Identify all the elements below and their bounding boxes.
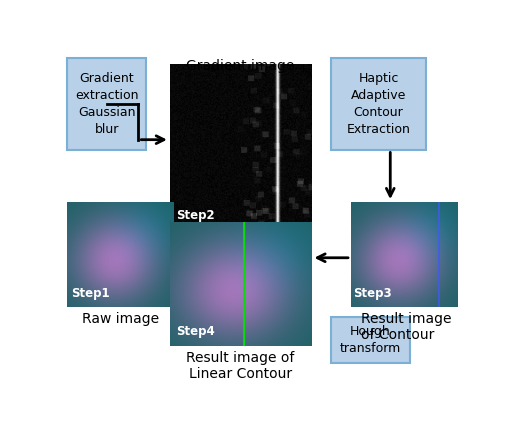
Text: Step2: Step2 <box>176 209 214 222</box>
Text: Gradient
extraction
Gaussian
blur: Gradient extraction Gaussian blur <box>75 72 139 135</box>
Text: Result image of
Linear Contour: Result image of Linear Contour <box>186 351 295 381</box>
Text: Hough
transform: Hough transform <box>340 325 401 355</box>
Text: Haptic
Adaptive
Contour
Extraction: Haptic Adaptive Contour Extraction <box>346 72 410 135</box>
FancyBboxPatch shape <box>68 58 146 150</box>
Text: Step4: Step4 <box>176 325 214 338</box>
FancyBboxPatch shape <box>331 317 410 363</box>
Text: Gradient image: Gradient image <box>186 59 295 73</box>
Text: Step3: Step3 <box>353 288 392 300</box>
Text: Result image
of Contour: Result image of Contour <box>361 312 451 342</box>
FancyBboxPatch shape <box>331 58 426 150</box>
Text: Raw image: Raw image <box>82 312 159 326</box>
Text: Step1: Step1 <box>71 288 110 300</box>
